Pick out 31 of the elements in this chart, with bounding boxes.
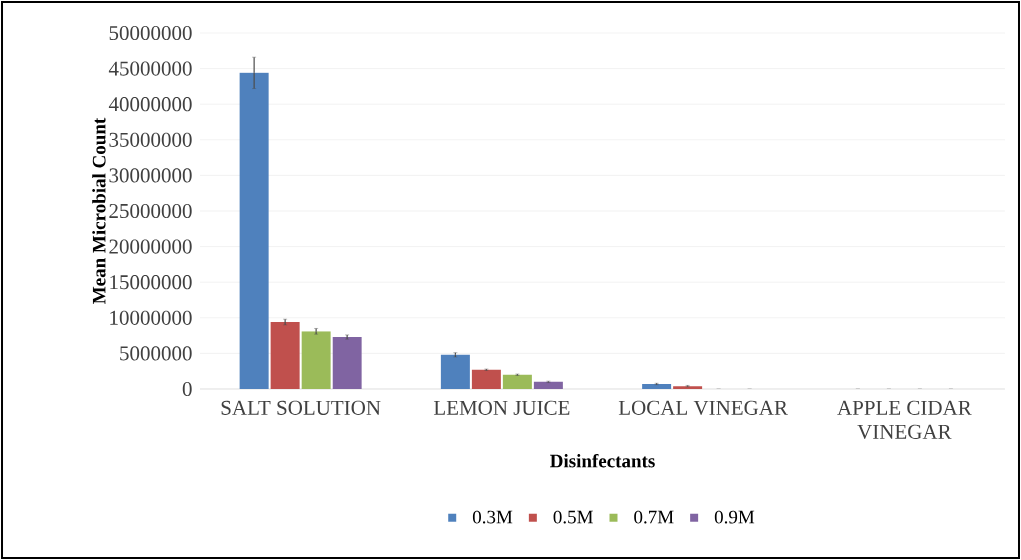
y-tick-label: 35000000 — [109, 132, 192, 147]
y-tick-label: 20000000 — [109, 239, 192, 254]
y-tick-label: 30000000 — [109, 168, 192, 183]
bar — [471, 369, 501, 389]
bar — [332, 337, 362, 389]
x-tick-label: LOCAL VINEGAR — [618, 400, 788, 416]
bar — [440, 354, 470, 389]
bar — [533, 381, 563, 389]
y-axis-title: Mean Microbial Count — [92, 117, 106, 304]
legend-label: 0.7M — [634, 510, 674, 524]
y-tick-label: 0 — [182, 381, 192, 397]
bar — [301, 331, 331, 389]
y-tick-label: 45000000 — [108, 61, 192, 76]
x-tick-label: APPLE CIDAR VINEGAR — [837, 400, 972, 440]
x-tick-label: LEMON JUICE — [433, 400, 570, 415]
x-axis-title: Disinfectants — [550, 453, 655, 468]
bar — [673, 386, 703, 389]
y-tick-label: 5000000 — [120, 346, 192, 361]
bar — [642, 384, 672, 389]
legend-label: 0.3M — [472, 510, 513, 524]
bar — [502, 374, 532, 389]
bar — [270, 322, 300, 389]
y-tick-label: 25000000 — [109, 203, 192, 219]
y-tick-label: 50000000 — [109, 25, 192, 41]
legend-label: 0.5M — [553, 510, 593, 524]
y-tick-label: 10000000 — [110, 310, 192, 325]
bar — [239, 72, 269, 389]
y-tick-label: 15000000 — [110, 275, 192, 290]
x-tick-label: SALT SOLUTION — [221, 400, 381, 415]
legend-label: 0.9M — [714, 510, 755, 524]
y-tick-label: 40000000 — [108, 97, 192, 112]
